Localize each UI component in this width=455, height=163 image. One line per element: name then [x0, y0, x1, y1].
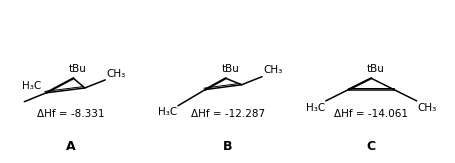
Text: ΔHf = -14.061: ΔHf = -14.061	[334, 109, 407, 119]
Text: B: B	[223, 140, 232, 153]
Text: tBu: tBu	[69, 64, 87, 74]
Text: ΔHf = -12.287: ΔHf = -12.287	[191, 109, 264, 119]
Text: tBu: tBu	[366, 64, 384, 74]
Text: H₃C: H₃C	[157, 107, 177, 117]
Text: CH₃: CH₃	[263, 65, 282, 75]
Text: tBu: tBu	[221, 64, 239, 74]
Text: C: C	[366, 140, 375, 153]
Text: ΔHf = -8.331: ΔHf = -8.331	[37, 109, 105, 119]
Text: H₃C: H₃C	[305, 103, 324, 112]
Text: CH₃: CH₃	[417, 103, 436, 112]
Text: A: A	[66, 140, 76, 153]
Text: CH₃: CH₃	[106, 69, 125, 79]
Text: H₃C: H₃C	[22, 81, 41, 91]
